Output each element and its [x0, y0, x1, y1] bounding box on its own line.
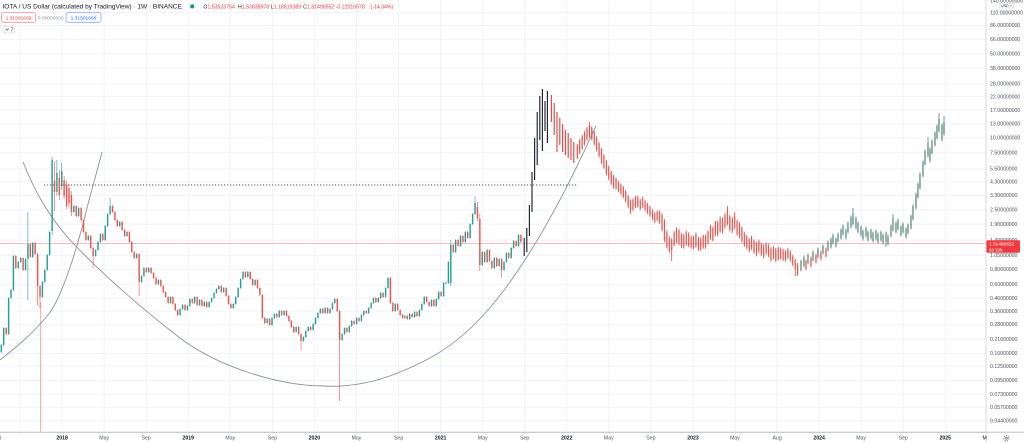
svg-text:Sep: Sep	[646, 436, 655, 442]
svg-text:13.00000000: 13.00000000	[990, 122, 1020, 128]
svg-text:2023: 2023	[687, 436, 699, 442]
svg-text:-0.22016578: -0.22016578	[336, 4, 365, 10]
svg-text:2.50000000: 2.50000000	[990, 208, 1018, 214]
svg-text:L1.18619389: L1.18619389	[271, 4, 301, 10]
svg-text:17.00000000: 17.00000000	[990, 108, 1020, 114]
svg-text:May: May	[856, 436, 866, 442]
svg-text:7: 7	[11, 28, 14, 34]
svg-text:2024: 2024	[813, 436, 825, 442]
svg-text:0.12500000: 0.12500000	[990, 364, 1018, 370]
svg-text:Jul: Jul	[0, 436, 1, 442]
svg-text:140.00000000: 140.00000000	[990, 0, 1023, 4]
svg-text:1.05000000: 1.05000000	[990, 253, 1018, 259]
svg-text:7.50000000: 7.50000000	[990, 150, 1018, 156]
svg-text:50.00000000: 50.00000000	[990, 52, 1020, 58]
svg-text:2018: 2018	[56, 436, 68, 442]
svg-text:H1.53838978: H1.53838978	[238, 4, 269, 10]
svg-text:(-14.34%): (-14.34%)	[371, 4, 394, 10]
svg-text:2025: 2025	[940, 436, 952, 442]
svg-text:2021: 2021	[435, 436, 447, 442]
svg-text:5d 10h: 5d 10h	[989, 248, 1003, 253]
svg-text:22.00000000: 22.00000000	[990, 94, 1020, 100]
svg-text:0.07300000: 0.07300000	[990, 392, 1018, 398]
svg-text:O1.53523754: O1.53523754	[203, 4, 235, 10]
svg-text:0.60000000: 0.60000000	[990, 282, 1018, 288]
svg-text:0.04400000: 0.04400000	[990, 418, 1018, 424]
svg-text:Sep: Sep	[520, 436, 529, 442]
svg-text:May: May	[730, 436, 740, 442]
svg-text:1.31501669: 1.31501669	[71, 15, 97, 21]
svg-text:May: May	[478, 436, 488, 442]
svg-text:Aug: Aug	[772, 436, 781, 442]
svg-text:IOTA / US Dollar (calculated b: IOTA / US Dollar (calculated by TradingV…	[3, 3, 183, 10]
svg-text:0.80000000: 0.80000000	[990, 267, 1018, 273]
svg-text:Sep: Sep	[268, 436, 277, 442]
svg-text:5.50000000: 5.50000000	[990, 167, 1018, 173]
svg-text:28.00000000: 28.00000000	[990, 82, 1020, 88]
svg-text:USD: USD	[1001, 4, 1009, 8]
svg-text:0.36000000: 0.36000000	[990, 309, 1018, 315]
svg-text:4.30000000: 4.30000000	[990, 179, 1018, 185]
svg-text:May: May	[604, 436, 614, 442]
svg-text:0.05700000: 0.05700000	[990, 405, 1018, 411]
svg-text:38.00000000: 38.00000000	[990, 66, 1020, 72]
svg-text:Sep: Sep	[899, 436, 908, 442]
svg-text:10.00000000: 10.00000000	[990, 135, 1020, 141]
svg-text:0.21000000: 0.21000000	[990, 337, 1018, 343]
svg-text:66.00000000: 66.00000000	[990, 37, 1020, 43]
svg-text:1.90000000: 1.90000000	[990, 222, 1018, 228]
svg-text:2019: 2019	[183, 436, 195, 442]
svg-text:2022: 2022	[561, 436, 573, 442]
svg-text:C1.31496552: C1.31496552	[303, 4, 334, 10]
svg-text:1.31501669: 1.31501669	[6, 15, 32, 21]
svg-text:May: May	[99, 436, 109, 442]
svg-text:0.00000000: 0.00000000	[38, 15, 64, 21]
svg-text:0.09500000: 0.09500000	[990, 378, 1018, 384]
svg-text:3.30000000: 3.30000000	[990, 193, 1018, 199]
svg-text:0.28000000: 0.28000000	[990, 322, 1018, 328]
svg-text:2020: 2020	[309, 436, 321, 442]
svg-text:Sep: Sep	[394, 436, 403, 442]
svg-text:0.46000000: 0.46000000	[990, 296, 1018, 302]
svg-text:0.16000000: 0.16000000	[990, 351, 1018, 357]
svg-text:Sep: Sep	[142, 436, 151, 442]
svg-text:1.31496552: 1.31496552	[989, 242, 1015, 248]
svg-text:86.00000000: 86.00000000	[990, 23, 1020, 29]
svg-text:May: May	[352, 436, 362, 442]
svg-text:May: May	[225, 436, 235, 442]
svg-text:110.00000000: 110.00000000	[990, 10, 1023, 16]
